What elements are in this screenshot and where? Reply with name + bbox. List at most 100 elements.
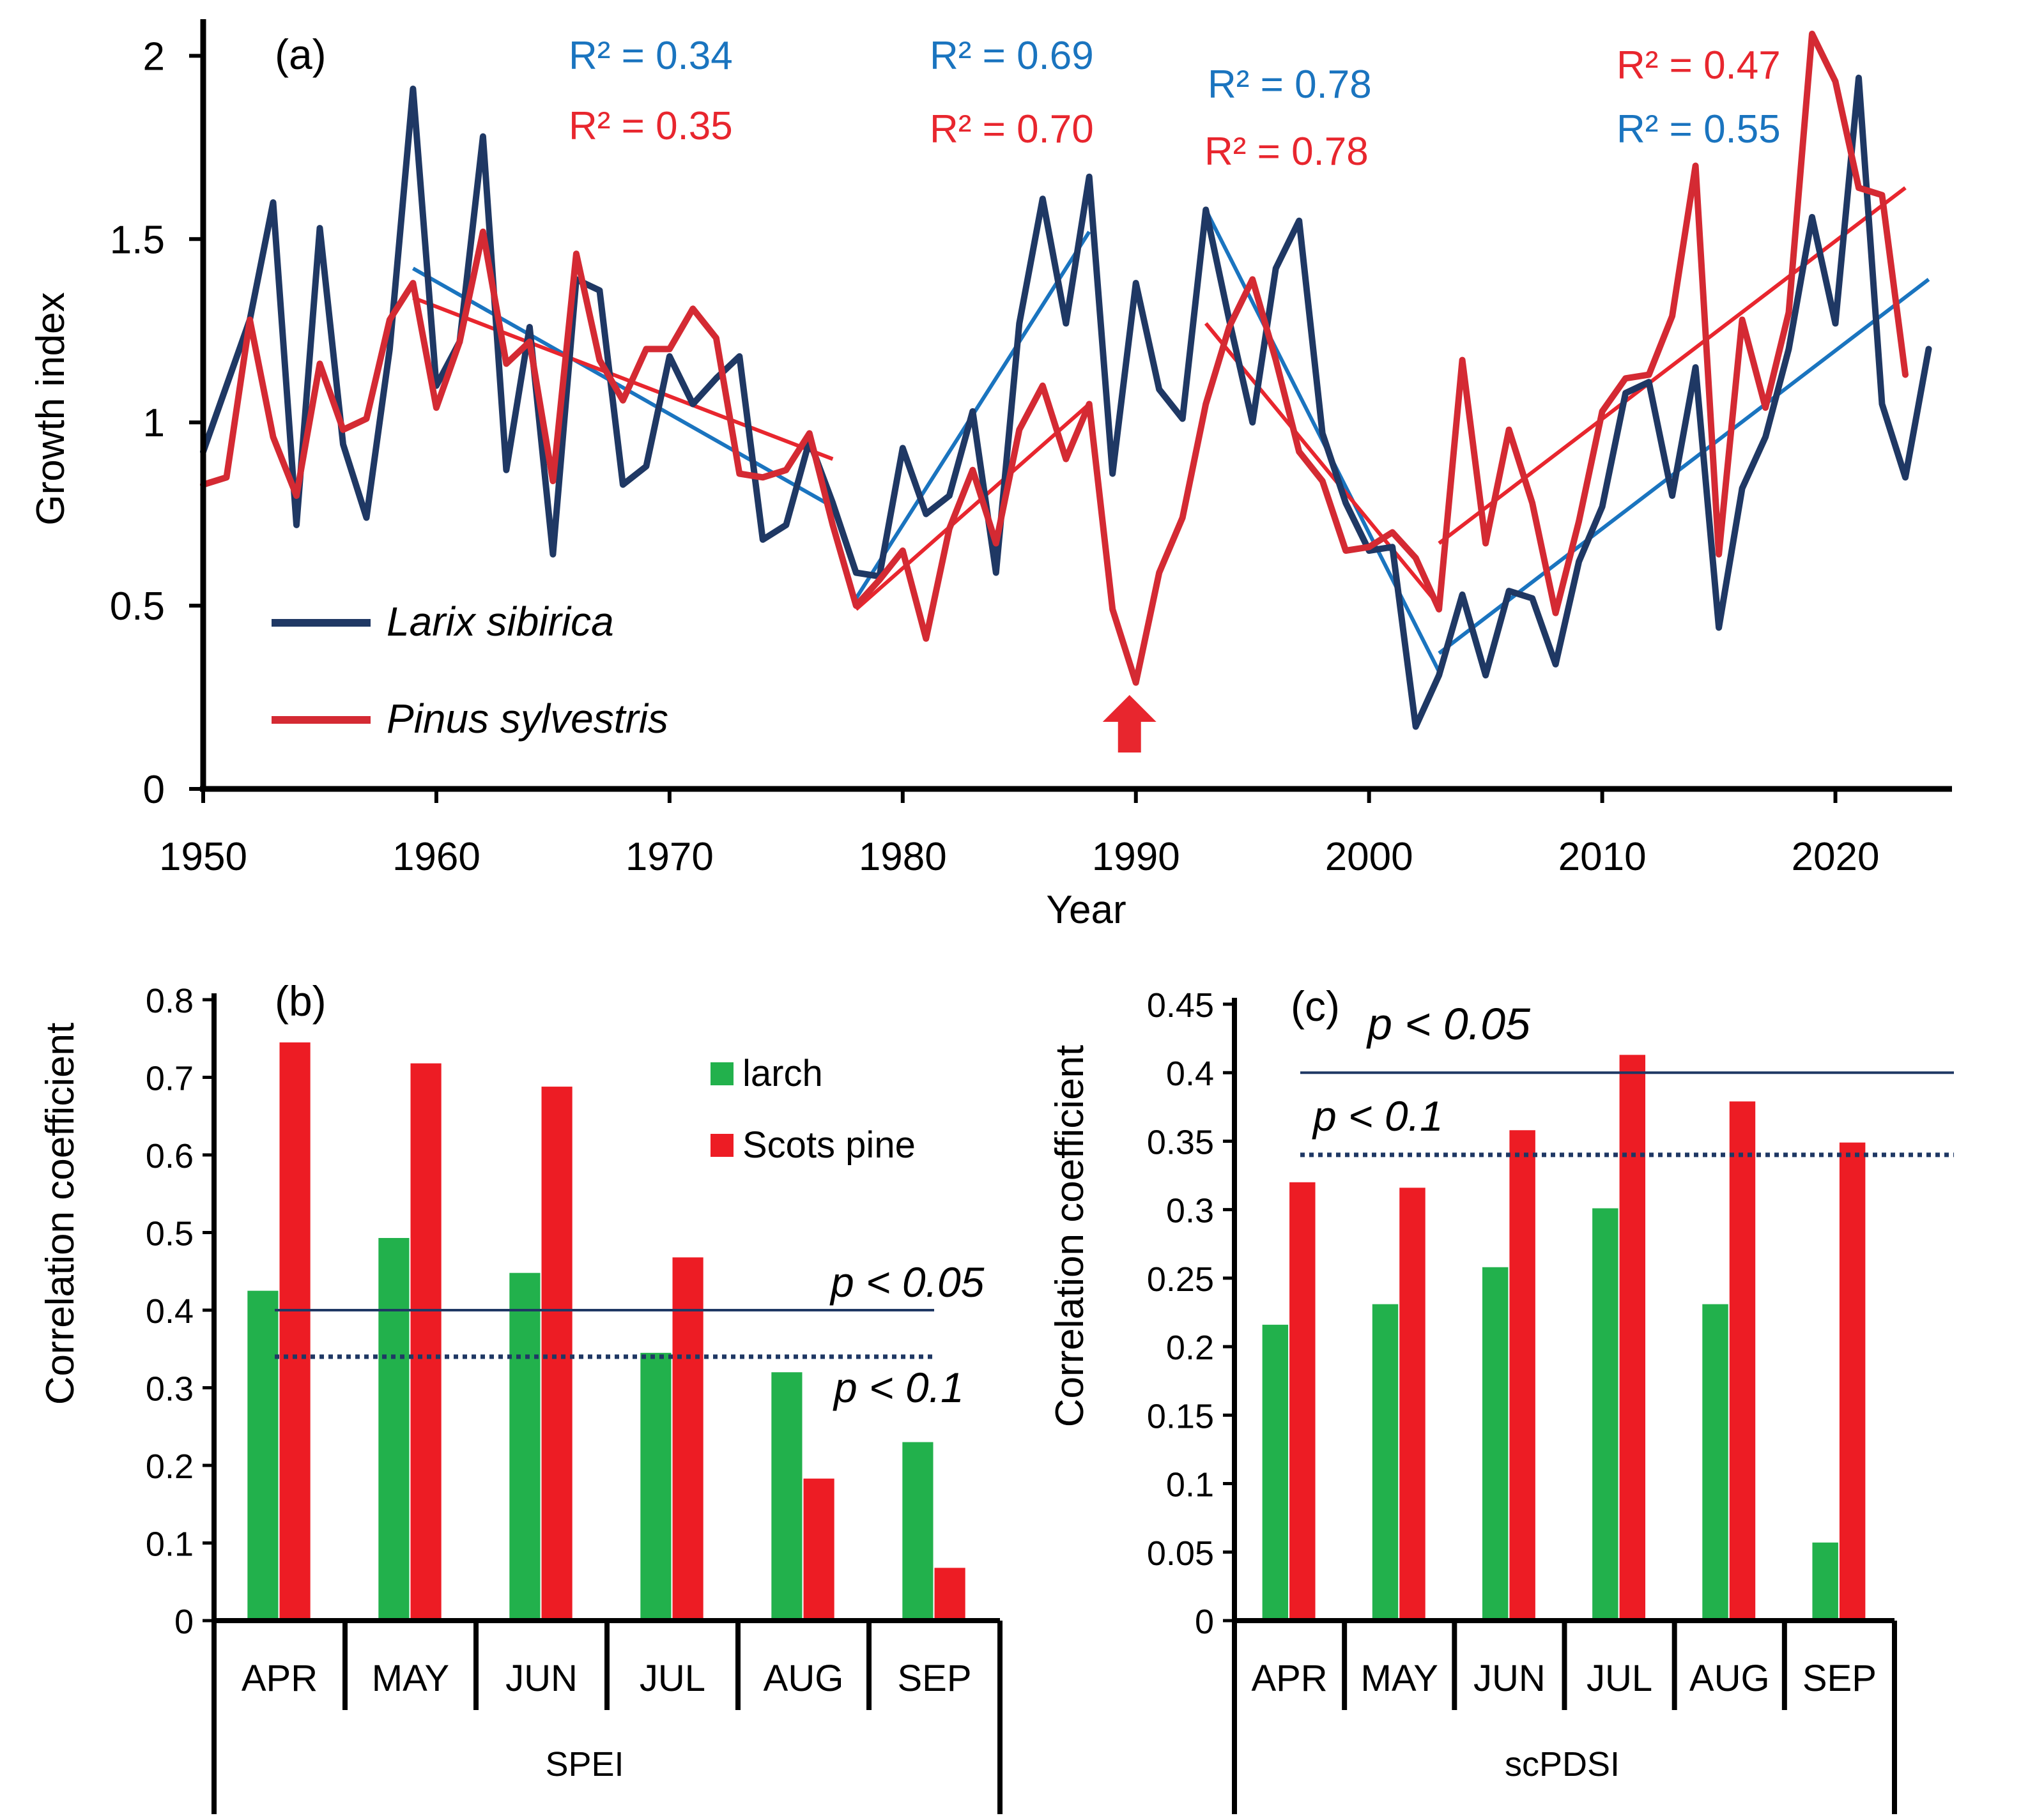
- panel-a-x-ticks: 1950 1960 1970 1980 1990 2000 2010 2020: [159, 789, 1880, 879]
- panel-b-p01-label: p < 0.1: [833, 1364, 964, 1411]
- panel-c-category-label: APR: [1251, 1658, 1327, 1699]
- panel-b-category-label: AUG: [764, 1658, 844, 1699]
- trendline-pinus-2: [412, 296, 834, 461]
- panel-c-categories: APR MAY JUN JUL AUG SEP: [1251, 1658, 1876, 1699]
- legend-label-scots-pine: Scots pine: [742, 1124, 916, 1166]
- panel-b-bar-larch-apr: [247, 1290, 279, 1621]
- panel-c-p005-label: p < 0.05: [1366, 999, 1531, 1049]
- r2-annotation-7: R² = 0.47: [1617, 43, 1781, 88]
- panel-b-y-tick-label: 0.3: [146, 1370, 194, 1409]
- r2-annotation-4: R² = 0.70: [930, 107, 1094, 151]
- panel-c-axes: [1232, 998, 1897, 1814]
- trendline-pinus-6: [1204, 322, 1441, 607]
- panel-c-bar-scots-pine-apr: [1289, 1182, 1316, 1621]
- panel-b-bar-scots-pine-may: [410, 1063, 442, 1621]
- panel-c-bar-larch-apr: [1262, 1324, 1289, 1621]
- panel-b-categories: APR MAY JUN JUL AUG SEP: [242, 1658, 972, 1699]
- panel-b-bar-larch-aug: [771, 1372, 803, 1621]
- panel-b-category-label: SEP: [897, 1658, 971, 1699]
- legend-label-pinus: Pinus sylvestris: [387, 696, 668, 742]
- r2-annotation-3: R² = 0.69: [930, 34, 1094, 78]
- panel-b-bars: [247, 1042, 965, 1621]
- panel-a-y-tick-label: 1: [143, 401, 165, 445]
- panel-c-bar-scots-pine-aug: [1729, 1101, 1756, 1621]
- panel-b-bar-scots-pine-jun: [541, 1087, 572, 1621]
- panel-c-y-tick-label: 0.25: [1147, 1260, 1214, 1299]
- arrow-shape: [1102, 695, 1156, 752]
- panel-a: 1950 1960 1970 1980 1990 2000 2010 2020 0 0.5 1 1.…: [29, 19, 1952, 932]
- panel-b-category-label: MAY: [372, 1658, 449, 1699]
- panel-a-y-tick-label: 0.5: [110, 584, 165, 629]
- panel-c-y-tick-label: 0: [1195, 1603, 1214, 1641]
- panel-c-bar-larch-jul: [1592, 1208, 1618, 1621]
- panel-c-category-label: JUL: [1587, 1658, 1652, 1699]
- panel-c-category-label: JUN: [1473, 1658, 1546, 1699]
- panel-b: 0 0.1 0.2 0.3 0.4 0.5 0.6 0.7 0.8 APR MAY JUN JUL AU…: [38, 977, 1003, 1814]
- panel-c-thresholds: [1300, 1071, 1954, 1157]
- panel-b-bar-larch-sep: [902, 1442, 934, 1621]
- panel-c-y-tick-label: 0.1: [1166, 1466, 1214, 1504]
- panel-c-y-ticks: 0 0.05 0.1 0.15 0.2 0.25 0.3 0.35 0.4 0.45: [1147, 986, 1234, 1641]
- r2-annotation-1: R² = 0.34: [569, 34, 733, 78]
- panel-c-bars: [1262, 1055, 1866, 1621]
- panel-a-x-tick-label: 1990: [1092, 835, 1180, 879]
- panel-b-category-label: APR: [242, 1658, 318, 1699]
- panel-a-x-axis-title: Year: [1046, 888, 1126, 932]
- panel-b-x-axis-title: SPEI: [545, 1745, 624, 1784]
- panel-a-series: [200, 31, 1932, 730]
- panel-b-bar-scots-pine-jul: [672, 1257, 703, 1621]
- panel-b-y-tick-label: 0.2: [146, 1448, 194, 1486]
- panel-c-category-label: AUG: [1689, 1658, 1770, 1699]
- panel-b-thresholds: [275, 1309, 934, 1359]
- r2-annotation-2: R² = 0.35: [569, 104, 733, 148]
- trendline-pinus-4: [854, 402, 1091, 611]
- panel-c-bar-scots-pine-jul: [1619, 1055, 1646, 1621]
- panel-a-axes: [200, 19, 1952, 792]
- legend-label-larch: larch: [742, 1053, 823, 1094]
- panel-a-y-ticks: 0 0.5 1 1.5 2: [110, 34, 203, 812]
- panel-c-y-tick-label: 0.45: [1147, 986, 1214, 1025]
- trendline-pinus-8: [1438, 186, 1907, 545]
- panel-a-x-tick-label: 2010: [1558, 835, 1647, 879]
- panel-b-y-tick-label: 0: [174, 1603, 194, 1641]
- r2-annotation-8: R² = 0.55: [1617, 107, 1781, 151]
- panel-b-y-tick-label: 0.1: [146, 1525, 194, 1564]
- panel-b-y-ticks: 0 0.1 0.2 0.3 0.4 0.5 0.6 0.7 0.8: [146, 982, 214, 1641]
- panel-c-category-label: MAY: [1361, 1658, 1438, 1699]
- panel-a-x-tick-label: 1950: [159, 835, 247, 879]
- panel-c-bar-scots-pine-jun: [1509, 1130, 1535, 1621]
- panel-b-bar-scots-pine-aug: [803, 1478, 834, 1621]
- trendline-larix-1: [411, 266, 834, 508]
- panel-a-y-tick-label: 0: [143, 768, 165, 812]
- panel-b-label: (b): [275, 977, 327, 1025]
- panel-b-y-tick-label: 0.8: [146, 982, 194, 1020]
- panel-b-bar-larch-jul: [640, 1352, 672, 1621]
- panel-a-x-tick-label: 2020: [1792, 835, 1880, 879]
- legend-label-larix: Larix sibirica: [387, 599, 614, 645]
- panel-c-y-tick-label: 0.05: [1147, 1534, 1214, 1573]
- panel-b-category-label: JUL: [640, 1658, 705, 1699]
- panel-c-y-axis-title: Correlation coefficient: [1048, 1045, 1092, 1428]
- panel-c-bar-larch-aug: [1702, 1304, 1728, 1621]
- panel-b-bar-scots-pine-sep: [934, 1568, 965, 1621]
- panel-c-x-axis-title: scPDSI: [1505, 1745, 1620, 1784]
- panel-c-bar-scots-pine-may: [1399, 1188, 1425, 1621]
- r2-annotation-6: R² = 0.78: [1204, 130, 1369, 174]
- panel-c-bar-larch-jun: [1482, 1267, 1509, 1621]
- panel-c-bar-larch-sep: [1812, 1542, 1838, 1621]
- panel-c: 0 0.05 0.1 0.15 0.2 0.25 0.3 0.35 0.4 0.45 APR MAY…: [1048, 982, 1954, 1814]
- trendline-larix-7: [1438, 278, 1930, 655]
- series-line-pinus: [200, 31, 1909, 686]
- panel-b-bar-larch-may: [378, 1238, 410, 1621]
- panel-c-y-tick-label: 0.35: [1147, 1123, 1214, 1161]
- panel-b-y-tick-label: 0.6: [146, 1137, 194, 1175]
- panel-c-y-tick-label: 0.2: [1166, 1329, 1214, 1367]
- panel-a-x-tick-label: 2000: [1325, 835, 1413, 879]
- panel-a-y-tick-label: 2: [143, 34, 165, 79]
- panel-c-y-tick-label: 0.3: [1166, 1192, 1214, 1230]
- drought-arrow-marker: [1102, 695, 1156, 752]
- panel-c-label: (c): [1291, 982, 1340, 1030]
- panel-b-category-label: JUN: [505, 1658, 578, 1699]
- panel-b-y-tick-label: 0.7: [146, 1060, 194, 1098]
